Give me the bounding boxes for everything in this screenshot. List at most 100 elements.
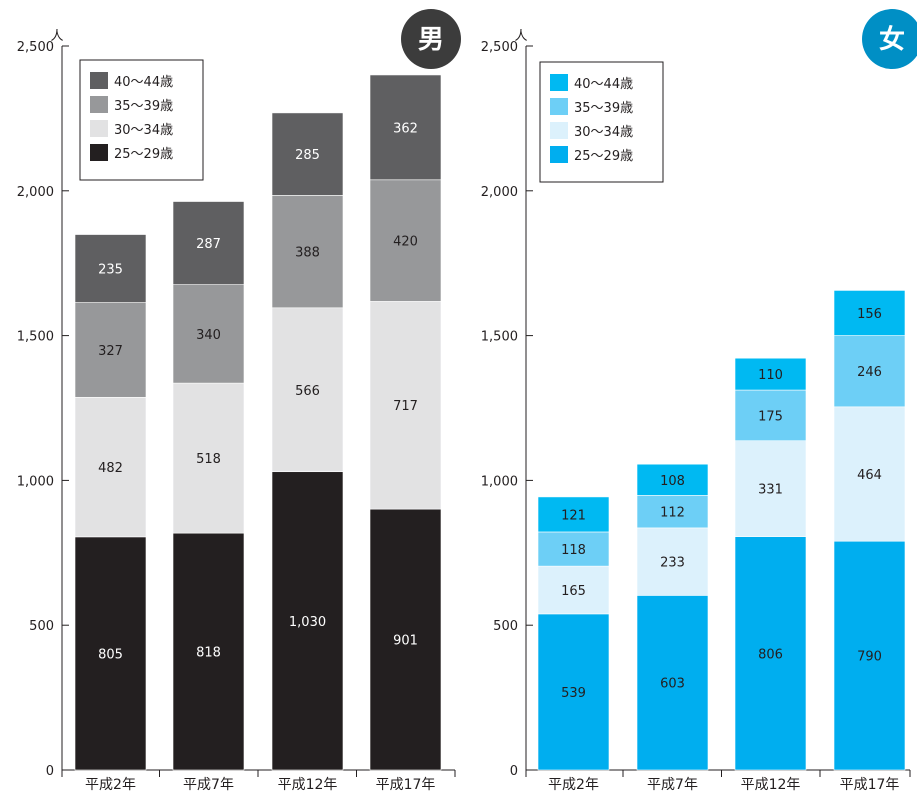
panel2-legend-label: 30〜34歳 (574, 125, 633, 140)
panel2-data-label: 121 (561, 508, 586, 523)
panel1-data-label: 1,030 (289, 615, 326, 630)
panel1-y-tick-label: 1,000 (17, 474, 54, 489)
panel1-data-label: 287 (196, 237, 221, 252)
panel1-bar-segment (271, 471, 344, 771)
panel2-legend-swatch (550, 146, 568, 163)
panel1-data-label: 566 (295, 384, 320, 399)
panel1-legend-label: 40〜44歳 (114, 75, 173, 90)
panel2-y-tick-label: 1,500 (481, 330, 518, 345)
panel1-data-label: 518 (196, 452, 221, 467)
panel1-bar-segment (271, 307, 344, 473)
panel1-legend-label: 35〜39歳 (114, 99, 173, 114)
panel1-data-label: 327 (98, 344, 123, 359)
panel2-bar-segment (636, 463, 709, 496)
panel2-bar-segment (833, 335, 906, 408)
panel2-data-label: 246 (857, 365, 882, 380)
panel2-legend-label: 25〜29歳 (574, 149, 633, 164)
panel2-legend-label: 35〜39歳 (574, 101, 633, 116)
panel2-y-tick-label: 2,500 (481, 40, 518, 55)
panel1-legend-label: 30〜34歳 (114, 123, 173, 138)
panel2-legend-swatch (550, 122, 568, 139)
panel2-legend-label: 40〜44歳 (574, 77, 633, 92)
panel1-x-tick-label: 平成2年 (85, 777, 136, 791)
panel2-bar-segment (537, 496, 610, 533)
panel1-bar-segment (74, 302, 147, 398)
panel2-x-tick-label: 平成12年 (741, 777, 801, 791)
panel1-y-tick-label: 0 (46, 764, 54, 779)
panel1-data-label: 340 (196, 328, 221, 343)
panel2-bar-segment (833, 290, 906, 336)
panel1-data-label: 805 (98, 647, 123, 662)
panel2-bar-segment (734, 536, 807, 771)
panel1-x-tick-label: 平成17年 (376, 777, 436, 791)
panel1-bar-segment (172, 284, 245, 384)
panel2-data-label: 110 (758, 368, 783, 383)
panel2-y-tick-label: 1,000 (481, 474, 518, 489)
panel2-y-tick-label: 2,000 (481, 185, 518, 200)
panel2-bar-segment (636, 495, 709, 529)
panel2-data-label: 108 (660, 474, 685, 489)
panel1-data-label: 717 (393, 399, 418, 414)
panel1-data-label: 901 (393, 634, 418, 649)
panel2-x-tick-label: 平成2年 (548, 777, 599, 791)
panel2-data-label: 233 (660, 556, 685, 571)
panel1-bar-segment (369, 508, 442, 771)
panel1-legend-swatch (90, 72, 108, 89)
panel2-bar-segment (537, 531, 610, 567)
panel1-bar-segment (369, 179, 442, 302)
panel1-data-label: 285 (295, 148, 320, 163)
panel1-y-tick-label: 500 (29, 619, 54, 634)
panel1-bar-segment (74, 536, 147, 771)
panel2-data-label: 156 (857, 307, 882, 322)
panel2-badge (862, 9, 917, 69)
panel1-bar-segment (369, 74, 442, 181)
panel1-data-label: 818 (196, 646, 221, 661)
panel2-data-label: 806 (758, 647, 783, 662)
panel2-data-label: 118 (561, 543, 586, 558)
panel1-data-label: 235 (98, 263, 123, 278)
panel2-bar-segment (636, 527, 709, 596)
panel1-data-label: 420 (393, 235, 418, 250)
panel1-badge-label: 男 (418, 25, 444, 55)
panel2-legend-swatch (550, 74, 568, 91)
panel1-bar-segment (271, 112, 344, 196)
panel2-bar-segment (734, 440, 807, 537)
panel1-bar-segment (172, 201, 245, 285)
panel2-x-tick-label: 平成7年 (647, 777, 698, 791)
panel2-unit-label: 人 (514, 29, 527, 44)
panel2-bar-segment (734, 357, 807, 391)
panel2-data-label: 464 (857, 468, 882, 483)
panel1-y-tick-label: 1,500 (17, 330, 54, 345)
panel2-bar-segment (636, 595, 709, 771)
panel2-data-label: 603 (660, 677, 685, 692)
panel2-data-label: 165 (561, 584, 586, 599)
panel1-data-label: 388 (295, 246, 320, 261)
panel2-badge-label: 女 (879, 24, 905, 55)
panel2-data-label: 539 (561, 686, 586, 701)
panel1-unit-label: 人 (50, 29, 63, 44)
panel1-bar-segment (172, 382, 245, 534)
panel1-legend-swatch (90, 120, 108, 137)
panel1-y-tick-label: 2,500 (17, 40, 54, 55)
panel2-y-tick-label: 500 (493, 619, 518, 634)
panel1-bar-segment (172, 532, 245, 771)
panel1-legend-label: 25〜29歳 (114, 147, 173, 162)
panel1-data-label: 482 (98, 461, 123, 476)
panel2-data-label: 331 (758, 483, 783, 498)
panel2-bar-segment (833, 540, 906, 771)
panel2-data-label: 112 (660, 506, 685, 521)
panel1-legend-swatch (90, 144, 108, 161)
panel1-bar-segment (369, 301, 442, 510)
panel2-data-label: 175 (758, 409, 783, 424)
panel2-data-label: 790 (857, 650, 882, 665)
panel1-badge (401, 9, 461, 69)
panel1-legend-swatch (90, 96, 108, 113)
panel1-bar-segment (74, 234, 147, 303)
panel1-data-label: 362 (393, 121, 418, 136)
panel1-y-tick-label: 2,000 (17, 185, 54, 200)
panel2-y-tick-label: 0 (510, 764, 518, 779)
panel2-legend-swatch (550, 98, 568, 115)
panel1-bar-segment (74, 396, 147, 538)
